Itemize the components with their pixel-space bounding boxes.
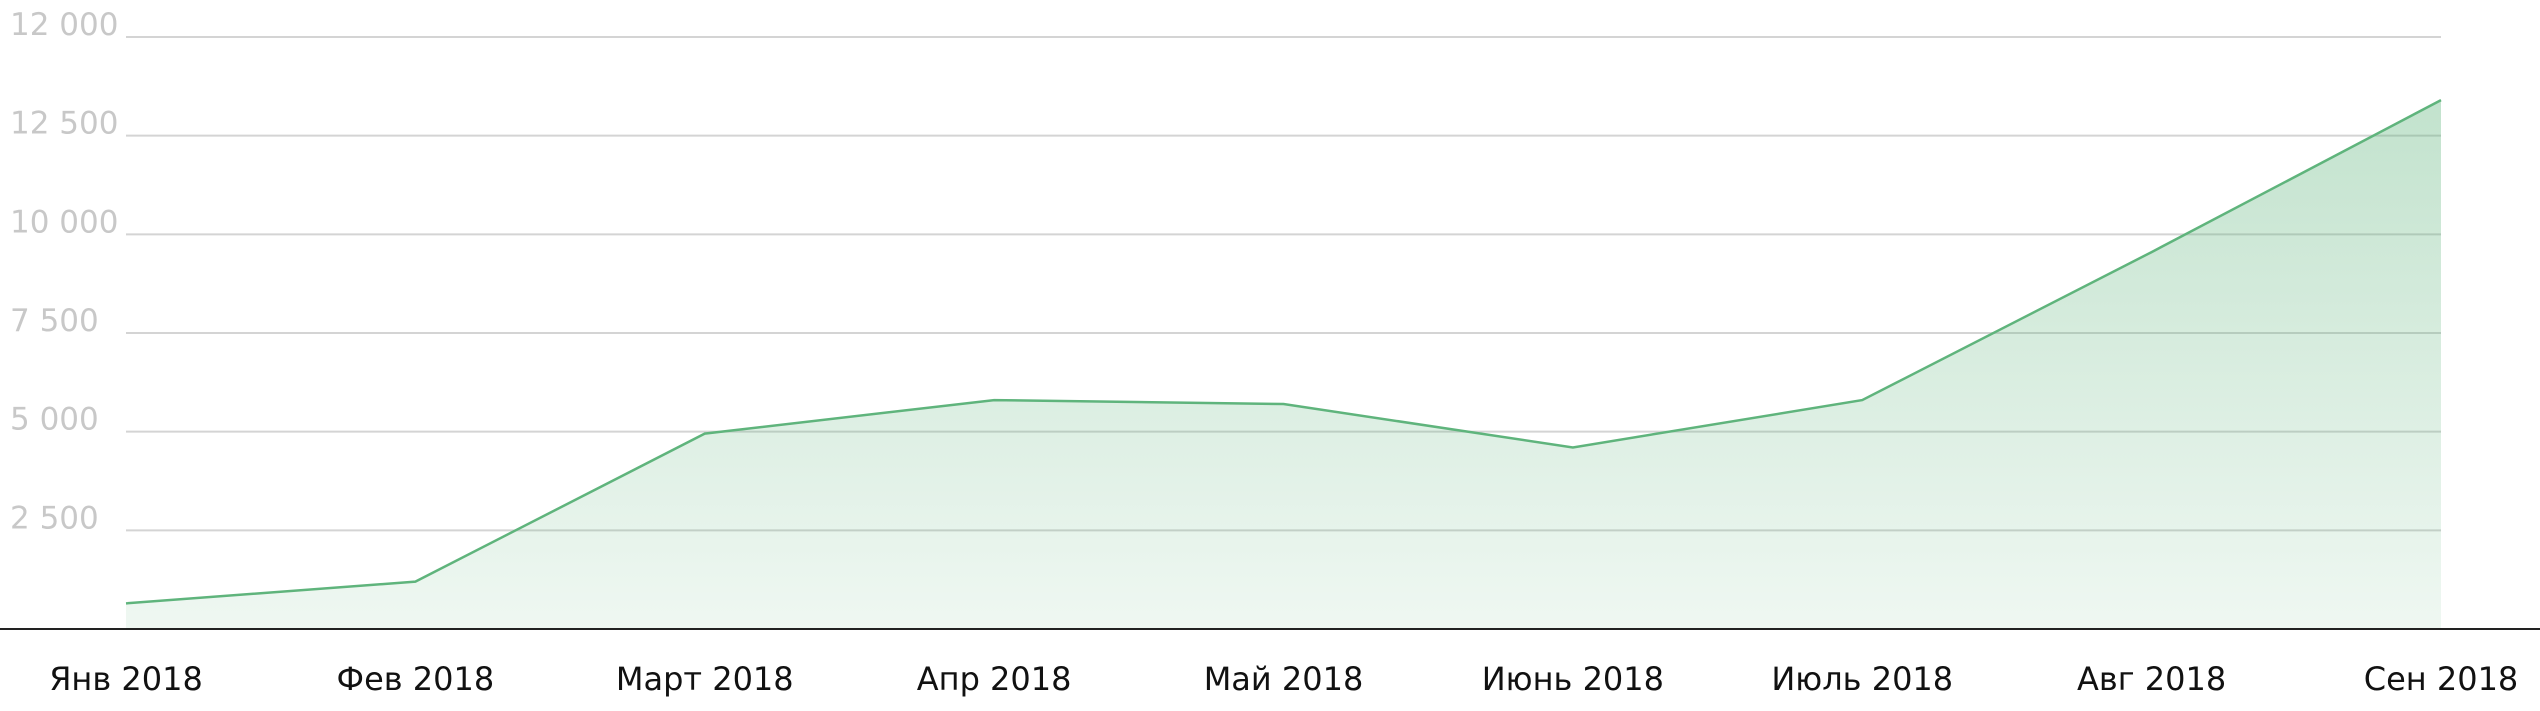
x-tick-label: Июль 2018 — [1771, 660, 1953, 698]
x-tick-label: Фев 2018 — [337, 660, 495, 698]
x-tick-label: Июнь 2018 — [1482, 660, 1664, 698]
x-tick-label: Март 2018 — [616, 660, 794, 698]
x-tick-label: Апр 2018 — [917, 660, 1072, 698]
y-tick-label: 10 000 — [10, 204, 118, 240]
y-tick-label: 12 500 — [10, 106, 118, 142]
line — [125, 99, 2442, 605]
x-tick-label: Авг 2018 — [2077, 660, 2226, 698]
x-tick-label: Янв 2018 — [49, 660, 203, 698]
x-tick-label: Сен 2018 — [2364, 660, 2519, 698]
area — [126, 100, 2441, 629]
y-tick-label: 12 000 — [10, 7, 118, 43]
y-tick-label: 7 500 — [10, 303, 99, 339]
y-tick-label: 5 000 — [10, 402, 99, 438]
x-tick-label: Май 2018 — [1204, 660, 1364, 698]
y-tick-label: 2 500 — [10, 500, 99, 536]
